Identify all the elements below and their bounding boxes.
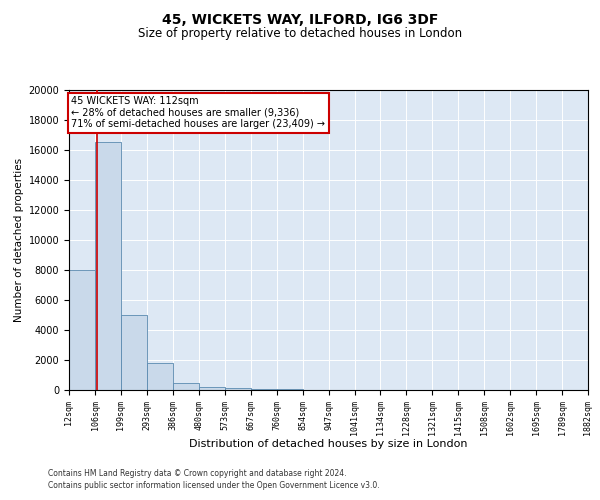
Y-axis label: Number of detached properties: Number of detached properties xyxy=(14,158,25,322)
Bar xyxy=(277,389,302,390)
Bar xyxy=(224,388,251,390)
Text: Contains public sector information licensed under the Open Government Licence v3: Contains public sector information licen… xyxy=(48,481,380,490)
Bar xyxy=(121,315,147,390)
Bar xyxy=(251,388,277,390)
Text: Size of property relative to detached houses in London: Size of property relative to detached ho… xyxy=(138,28,462,40)
Text: Contains HM Land Registry data © Crown copyright and database right 2024.: Contains HM Land Registry data © Crown c… xyxy=(48,468,347,477)
X-axis label: Distribution of detached houses by size in London: Distribution of detached houses by size … xyxy=(189,439,468,449)
Bar xyxy=(69,270,95,390)
Text: 45, WICKETS WAY, ILFORD, IG6 3DF: 45, WICKETS WAY, ILFORD, IG6 3DF xyxy=(162,12,438,26)
Bar xyxy=(147,363,173,390)
Bar xyxy=(199,386,224,390)
Bar xyxy=(95,142,121,390)
Text: 45 WICKETS WAY: 112sqm
← 28% of detached houses are smaller (9,336)
71% of semi-: 45 WICKETS WAY: 112sqm ← 28% of detached… xyxy=(71,96,325,129)
Bar xyxy=(173,383,199,390)
